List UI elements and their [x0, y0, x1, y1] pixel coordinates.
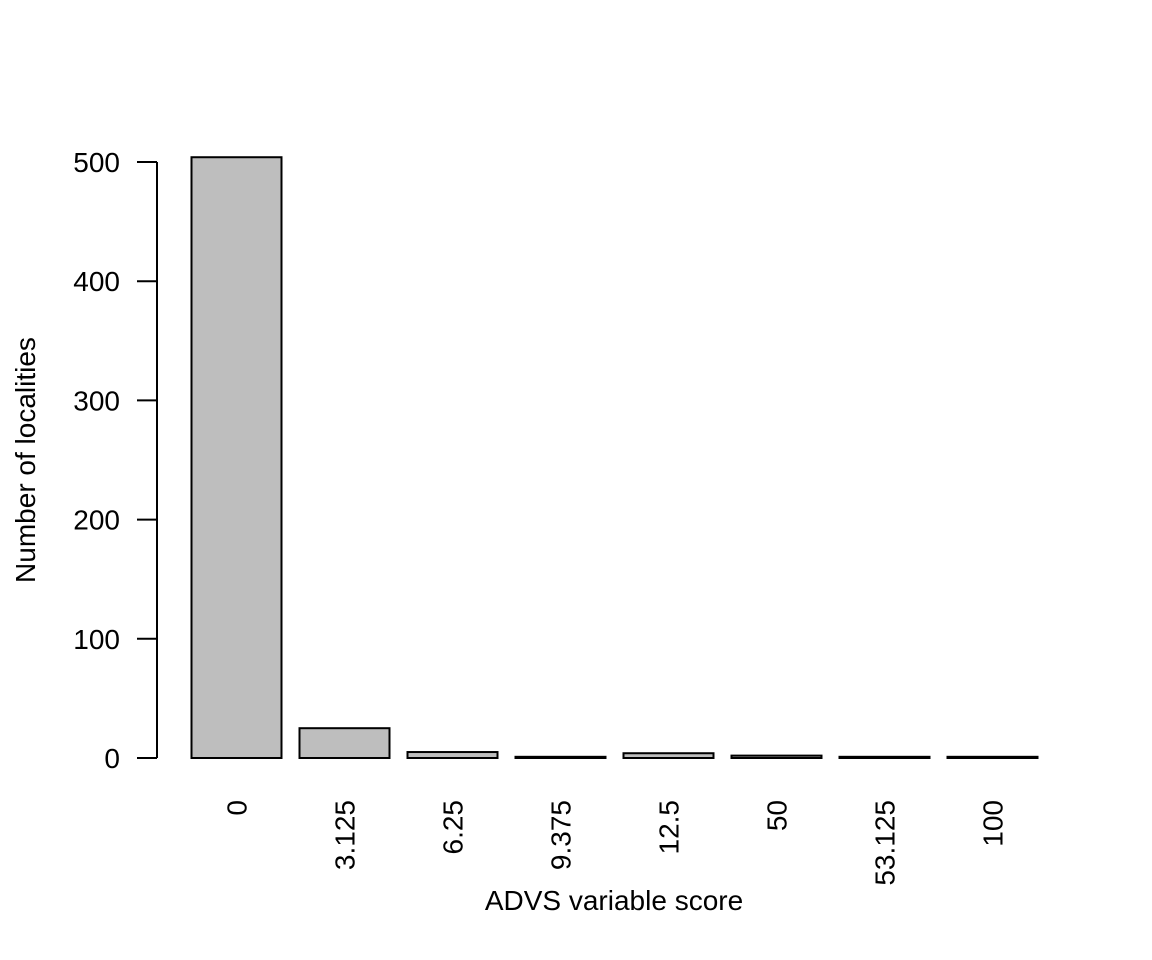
y-tick-label: 300	[73, 385, 120, 416]
x-axis-title: ADVS variable score	[485, 885, 743, 916]
x-tick-label: 6.25	[438, 800, 469, 855]
bar-9.375	[514, 755, 607, 759]
y-axis-title: Number of localities	[10, 337, 41, 583]
x-tick-labels: 0 3.125 6.25 9.375 12.5 50 53.125 100	[222, 800, 1009, 886]
x-tick-label: 100	[978, 800, 1009, 847]
bar-3.125	[298, 727, 391, 760]
y-axis: 0 100 200 300 400 500	[73, 147, 158, 774]
bar-0	[190, 156, 283, 759]
bar-100	[946, 755, 1039, 759]
bar-6.25	[406, 751, 499, 759]
bars	[190, 156, 1039, 760]
y-tick-label: 100	[73, 624, 120, 655]
y-tick-label: 200	[73, 505, 120, 536]
x-tick-label: 53.125	[870, 800, 901, 886]
bar-53.125	[838, 755, 931, 759]
x-tick-label: 9.375	[546, 800, 577, 870]
bar-12.5	[622, 752, 715, 759]
bar-50	[730, 754, 823, 760]
x-tick-label: 3.125	[330, 800, 361, 870]
y-tick-label: 0	[104, 743, 120, 774]
y-ticks: 0 100 200 300 400 500	[73, 147, 157, 774]
y-tick-label: 400	[73, 266, 120, 297]
x-tick-label: 0	[222, 800, 253, 816]
x-tick-label: 12.5	[654, 800, 685, 855]
y-tick-label: 500	[73, 147, 120, 178]
x-tick-label: 50	[762, 800, 793, 831]
